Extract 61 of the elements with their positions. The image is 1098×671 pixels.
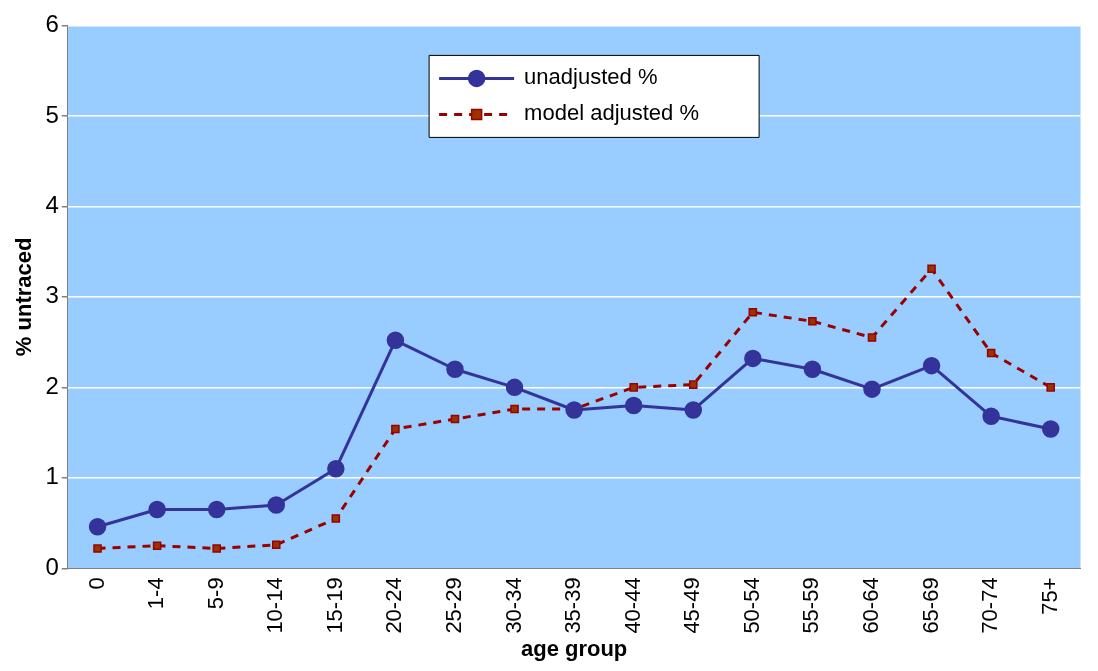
point	[446, 360, 464, 379]
point	[927, 264, 936, 274]
point	[331, 514, 341, 523]
point	[386, 331, 405, 350]
point	[986, 348, 996, 358]
point	[505, 378, 524, 397]
point	[271, 540, 281, 550]
y-tick-label: 0	[45, 552, 59, 580]
x-tick-label: 20-24	[381, 577, 407, 634]
point	[744, 349, 762, 368]
point	[152, 541, 162, 550]
x-tick-label: 5-9	[202, 577, 228, 610]
y-tick-label: 2	[45, 371, 59, 399]
x-tick-label: 50-54	[738, 577, 764, 634]
point	[684, 401, 703, 419]
point	[207, 500, 226, 519]
point	[748, 307, 758, 317]
point	[148, 500, 166, 519]
x-tick-label: 45-49	[679, 577, 705, 634]
x-tick-label: 75+	[1036, 577, 1062, 615]
point	[1046, 383, 1055, 392]
point	[982, 407, 1000, 426]
y-tick-label: 4	[45, 191, 59, 218]
y-tick-label: 5	[45, 100, 59, 128]
x-tick-label: 30-34	[500, 577, 526, 634]
legend-label: unadjusted %	[524, 64, 658, 90]
point	[391, 424, 400, 434]
x-tick-label: 60-64	[858, 577, 884, 634]
point	[88, 517, 107, 536]
point	[510, 404, 519, 414]
point	[1041, 420, 1060, 438]
x-axis-title: age group	[520, 635, 628, 661]
x-tick-label: 10-14	[262, 577, 288, 634]
point	[688, 380, 698, 389]
x-tick-label: 40-44	[619, 577, 645, 634]
x-tick-label: 65-69	[917, 577, 943, 634]
x-tick-label: 70-74	[977, 577, 1003, 634]
point	[93, 544, 102, 553]
point	[267, 496, 286, 514]
y-axis-title: % untraced	[11, 237, 37, 357]
point	[803, 360, 822, 379]
x-tick-label: 1-4	[143, 577, 169, 610]
point	[624, 396, 643, 415]
y-tick-label: 1	[45, 462, 59, 490]
y-tick-label: 6	[45, 10, 59, 38]
point	[629, 383, 638, 392]
y-tick-label: 3	[45, 281, 59, 309]
x-tick-label: 15-19	[321, 577, 347, 634]
point	[212, 544, 221, 553]
x-tick-label: 0	[83, 577, 109, 590]
point	[565, 401, 583, 419]
x-tick-label: 55-59	[798, 577, 824, 634]
x-tick-label: 35-39	[560, 577, 586, 634]
point	[450, 414, 460, 424]
point	[808, 317, 817, 326]
point	[922, 356, 941, 375]
point	[327, 460, 345, 478]
legend-label: model adjusted %	[524, 100, 700, 126]
point	[867, 333, 877, 342]
x-tick-label: 25-29	[441, 577, 467, 634]
point	[863, 380, 881, 398]
